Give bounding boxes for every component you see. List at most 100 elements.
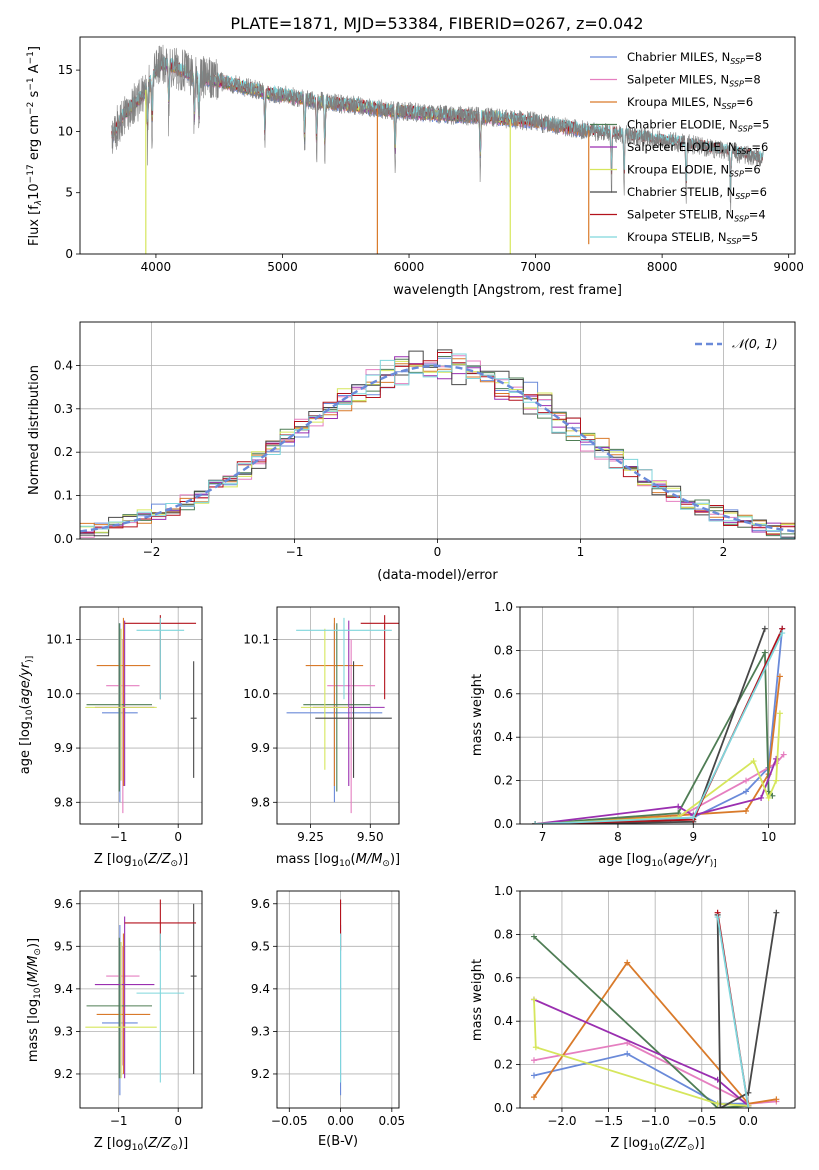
grid-weight-vs-age — [520, 606, 795, 825]
plot-area-mass-vs-Z — [85, 899, 197, 1096]
y-axis-label: mass weight — [470, 959, 485, 1041]
x-tick-label: 9000 — [773, 260, 804, 274]
histogram-chabrier-stelib — [80, 349, 795, 538]
errorbar-salpeter-stelib — [360, 615, 399, 700]
plot-area-age-vs-mass — [286, 615, 399, 814]
x-tick-label: 8000 — [647, 260, 678, 274]
weight-series-chabrier-miles — [530, 1050, 752, 1107]
weight-line — [533, 961, 777, 1105]
weight-series-chabrier-stelib — [714, 909, 780, 1108]
x-axis-label-part: )] — [710, 859, 717, 869]
plot-area-residuals — [80, 349, 795, 539]
weight-series-kroupa-elodie — [530, 996, 752, 1108]
axes-frame — [79, 321, 796, 540]
grid-age-vs-mass — [277, 607, 399, 824]
x-axis-label-part: Z [log — [94, 852, 132, 867]
y-axis-label-part: ( — [26, 982, 41, 987]
weight-line — [533, 999, 749, 1107]
weight-marker — [530, 996, 537, 1003]
x-axis-label-part: mass [log — [276, 852, 339, 867]
weight-marker — [758, 794, 765, 801]
weight-line — [535, 628, 784, 824]
legend-label-chabrier-miles: Chabrier MILES, NSSP=8 — [627, 50, 762, 66]
x-axis-label: age [log10(age/yr)] — [598, 852, 716, 869]
weight-marker — [530, 1072, 537, 1079]
y-axis-label-part: age/yr — [18, 661, 33, 704]
weight-marker — [761, 649, 768, 656]
x-axis-label-part: ⊙ — [382, 859, 390, 869]
weight-series-kroupa-stelib — [714, 914, 752, 1108]
y-tick-label: 9.9 — [54, 741, 73, 755]
x-axis-label: Z [log10(Z/Z⊙)] — [94, 852, 188, 869]
panel-spectrum: 4000 5000 6000 7000 8000 9000 0 5 10 15 wavelength… — [26, 36, 804, 298]
legend-sub: SSP — [735, 192, 750, 201]
y-tick-label: 0.2 — [494, 774, 513, 788]
legend-sub: SSP — [727, 237, 742, 246]
y-tick-label: 9.3 — [251, 1024, 270, 1038]
legend-label-chabrier-stelib: Chabrier STELIB, NSSP=6 — [627, 185, 767, 201]
y-tick-label: 0.8 — [494, 643, 513, 657]
x-axis-label-part: M/M — [356, 852, 383, 867]
grid-mass-vs-EBV — [277, 891, 399, 1108]
legend-label-salpeter-stelib: Salpeter STELIB, NSSP=4 — [627, 208, 766, 224]
plot-area-spectrum — [111, 44, 764, 254]
x-tick-label: −1.0 — [641, 1114, 670, 1128]
x-tick-label: 0.05 — [378, 1114, 405, 1128]
errorbar-chabrier-elodie — [86, 937, 153, 1079]
errorbar-salpeter-miles — [106, 639, 140, 814]
weight-marker — [624, 959, 631, 966]
y-tick-label: 0.4 — [54, 358, 73, 372]
x-tick-label: 4000 — [141, 260, 172, 274]
plot-area-weight-vs-age — [532, 625, 787, 824]
grid-age-vs-Z — [80, 607, 202, 824]
x-tick-label: 0 — [174, 830, 182, 844]
x-tick-label: −1 — [286, 545, 304, 559]
x-tick-label: −0.5 — [687, 1114, 716, 1128]
weight-marker — [765, 794, 772, 801]
x-tick-label: 10 — [761, 830, 776, 844]
y-tick-label: 9.4 — [251, 982, 270, 996]
errorbar-chabrier-stelib — [190, 661, 197, 778]
y-axis-label-part: mass [log — [26, 999, 41, 1062]
y-tick-label: 0.0 — [54, 532, 73, 546]
weight-marker — [743, 777, 750, 784]
y-axis-label-part: ⊙ — [33, 948, 43, 956]
legend-nssp: =6 — [751, 140, 768, 154]
weight-marker — [717, 1105, 724, 1108]
weight-line — [535, 628, 766, 824]
x-axis-label: Z [log10(Z/Z⊙)] — [94, 1136, 188, 1153]
x-tick-label: 0.0 — [739, 1114, 758, 1128]
y-tick-label: 0.4 — [494, 730, 513, 744]
weight-line — [716, 912, 778, 1108]
axes-frame — [519, 890, 796, 1109]
weight-marker — [780, 751, 787, 758]
legend-sub: SSP — [738, 125, 753, 134]
panel-weight-vs-Z: −2.0 −1.5 −1.0 −0.5 0.0 0.0 0.2 0.4 0.6 0.8 1.0 Z [… — [470, 884, 796, 1153]
x-axis-label: mass [log10(M/M⊙)] — [276, 852, 400, 869]
x-axis-label-part: Z/Z — [147, 852, 171, 867]
x-axis-label-part: )] — [178, 1136, 188, 1151]
y-axis-label-part: λ — [34, 200, 44, 206]
x-tick-label: 0.00 — [327, 1114, 354, 1128]
x-axis-label-part: ( — [143, 1136, 148, 1151]
y-tick-label: 10 — [58, 124, 73, 138]
legend-sub: SSP — [722, 102, 737, 111]
x-axis-label-part: ( — [351, 852, 356, 867]
weight-marker — [690, 814, 697, 821]
weight-series-salpeter-stelib — [532, 625, 786, 824]
y-tick-label: 10.1 — [46, 633, 73, 647]
legend-label-kroupa-miles: Kroupa MILES, NSSP=6 — [627, 95, 753, 111]
legend-nssp: =4 — [749, 208, 766, 222]
weight-marker — [675, 803, 682, 810]
weight-marker — [530, 933, 537, 940]
x-axis-label-part: 10 — [339, 859, 351, 869]
y-axis-label-part: erg cm — [27, 115, 42, 164]
x-tick-label: −2.0 — [547, 1114, 576, 1128]
weight-series-kroupa-miles — [532, 673, 783, 824]
x-tick-label: −1 — [110, 1114, 128, 1128]
y-axis-label-part: −1 — [26, 51, 36, 64]
y-axis-label: mass [log10(M/M⊙)] — [26, 938, 43, 1062]
panel-residuals: −2 −1 0 1 2 0.0 0.1 0.2 0.3 0.4 𝒩(0, 1) (data-model… — [27, 321, 796, 583]
y-tick-label: 0.0 — [494, 817, 513, 831]
x-tick-label: 9.50 — [357, 830, 384, 844]
